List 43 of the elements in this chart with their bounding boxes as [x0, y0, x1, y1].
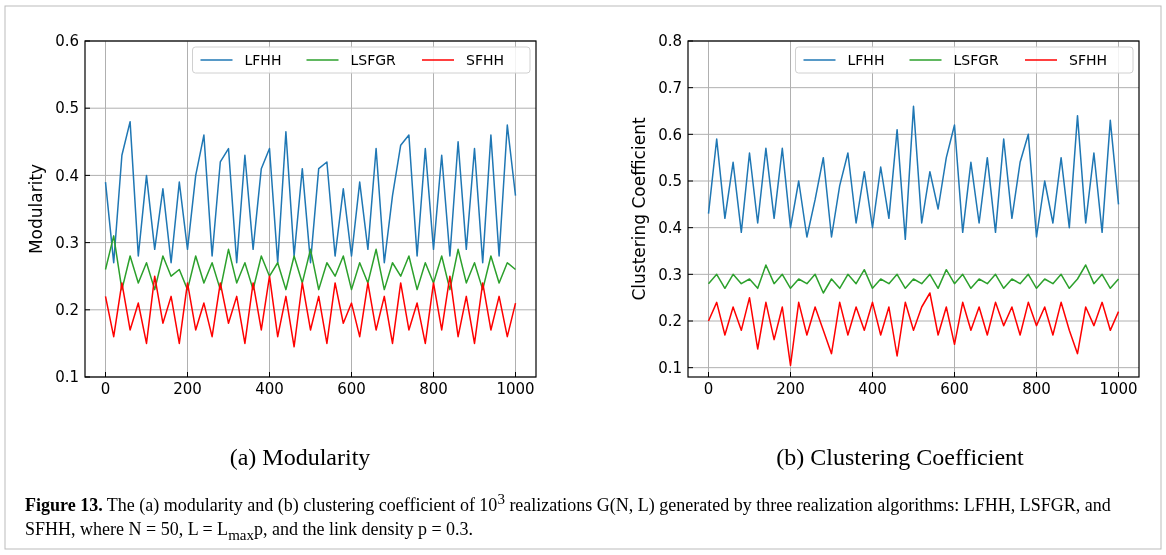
legend-label: SFHH [466, 51, 504, 68]
y-tick-label: 0.2 [658, 312, 682, 331]
y-tick-label: 0.7 [658, 78, 682, 97]
y-tick-label: 0.1 [55, 368, 79, 387]
x-tick-label: 200 [776, 380, 805, 398]
legend-label: LFHH [244, 51, 282, 68]
x-tick-label: 600 [337, 380, 366, 398]
text: (b) Clustering Coefficient [776, 444, 1025, 470]
legend-label: LSFGR [953, 51, 1000, 68]
line-series [104, 275, 517, 348]
x-tick-label: 400 [858, 380, 887, 398]
y-tick-label: 0.5 [55, 99, 79, 118]
x-tick-label: 600 [940, 380, 969, 398]
y-tick-label: 0.6 [55, 32, 79, 51]
y-tick-label: 0.4 [658, 218, 682, 237]
x-tick-label: 1000 [496, 380, 535, 398]
y-axis-title: Modularity [26, 163, 46, 255]
y-tick-label: 0.2 [55, 301, 79, 320]
line-series [707, 292, 1120, 367]
x-tick-label: 800 [1022, 380, 1051, 398]
legend-label: LFHH [847, 51, 885, 68]
y-tick-label: 0.6 [658, 125, 682, 144]
x-tick-label: 0 [100, 380, 111, 398]
y-tick-label: 0.3 [55, 233, 79, 252]
line-series [707, 105, 1120, 241]
x-tick-label: 200 [173, 380, 202, 398]
line-series [104, 120, 517, 264]
x-tick-label: 0 [703, 380, 714, 398]
y-axis-title: Clustering Coefficient [629, 117, 649, 301]
y-tick-label: 0.5 [658, 172, 682, 191]
line-series [104, 235, 517, 291]
text: (a) Modularity [229, 444, 371, 470]
x-tick-label: 800 [419, 380, 448, 398]
x-tick-label: 1000 [1099, 380, 1138, 398]
legend-label: LSFGR [350, 51, 397, 68]
y-tick-label: 0.3 [658, 265, 682, 284]
text: Figure 13. The (a) modularity and (b) clustering coefficient of 10$^{3}$ realizations G(N, L) generated by three realization algorithms: LFHH, LSFGR, and SFHH, where N = 50, L = L$_{max}$p, and the link density p = 0.3. [25, 491, 1111, 543]
legend-label: SFHH [1069, 51, 1107, 68]
y-tick-label: 0.4 [55, 166, 79, 185]
line-series [707, 264, 1120, 294]
y-tick-label: 0.1 [658, 358, 682, 377]
y-tick-label: 0.8 [658, 32, 682, 51]
x-tick-label: 400 [255, 380, 284, 398]
